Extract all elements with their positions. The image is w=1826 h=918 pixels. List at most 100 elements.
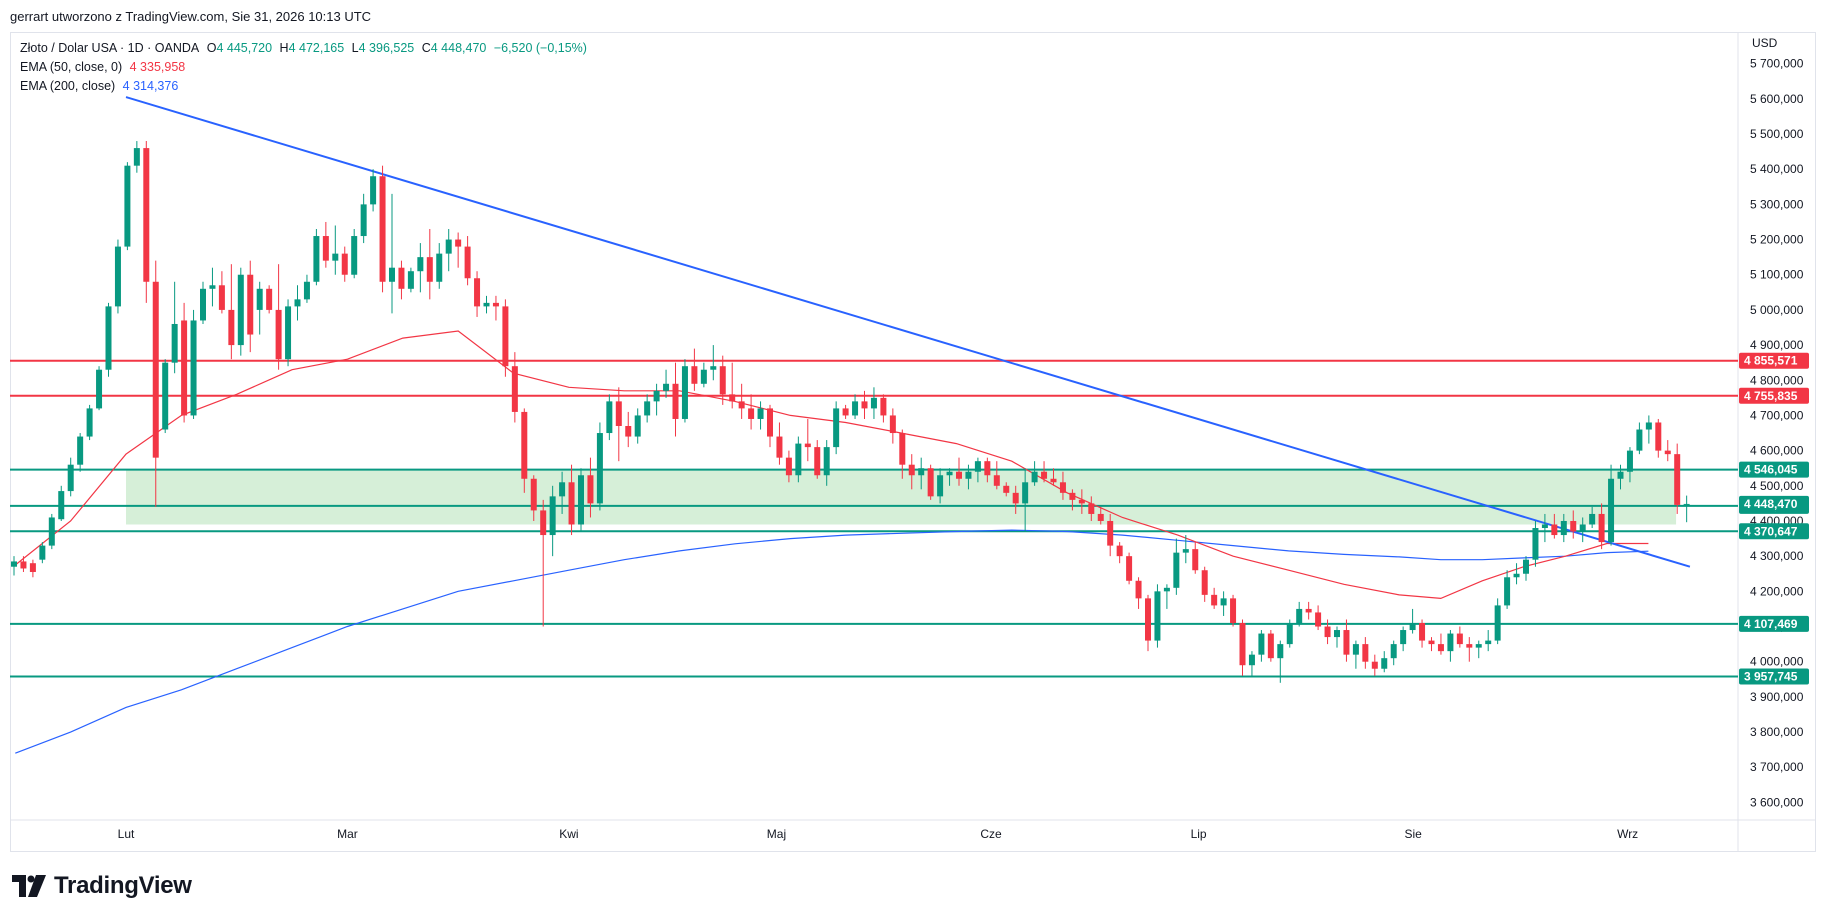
candle-body-17: [171, 323, 178, 363]
trendline: [125, 96, 1691, 568]
candle-body-58: [559, 482, 566, 497]
y-tick-label: 3 900,000: [1750, 690, 1804, 704]
candle-body-121: [1154, 591, 1161, 641]
close-value: 4 448,470: [430, 41, 487, 55]
candle-body-114: [1088, 503, 1095, 514]
candle-body-170: [1617, 471, 1624, 479]
candle-body-107: [1022, 482, 1029, 504]
candle-body-111: [1059, 482, 1066, 493]
candle-body-52: [502, 306, 509, 367]
y-tick-label: 5 600,000: [1750, 92, 1804, 106]
candle-body-40: [389, 267, 395, 282]
level-tag-label: 4 855,571: [1744, 354, 1798, 368]
x-tick-label: Wrz: [1617, 827, 1638, 841]
candle-body-112: [1069, 492, 1076, 500]
candle-body-99: [946, 471, 953, 476]
candle-body-85: [814, 447, 821, 476]
ema200-value: 4 314,376: [122, 79, 179, 93]
candle-body-6: [67, 464, 74, 492]
candle-body-128: [1220, 598, 1227, 606]
chart-attribution: gerrart utworzono z TradingView.com, Sie…: [10, 9, 372, 24]
candle-body-124: [1182, 549, 1189, 553]
candle-body-39: [379, 176, 386, 282]
y-tick-label: 3 600,000: [1750, 795, 1804, 809]
level-tag-label: 4 107,469: [1744, 617, 1798, 631]
candle-body-71: [681, 366, 688, 419]
candle-body-13: [133, 148, 140, 166]
candle-body-1: [20, 561, 27, 569]
candle-body-119: [1135, 580, 1142, 599]
y-tick-label: 4 900,000: [1750, 338, 1804, 352]
last-price-tag-bg: [1739, 495, 1809, 512]
candle-body-84: [804, 443, 811, 448]
candle-body-80: [767, 408, 773, 437]
open-label: O: [206, 41, 217, 55]
candle-body-104: [993, 475, 1000, 486]
candle-body-87: [833, 408, 840, 448]
candle-body-74: [710, 366, 717, 370]
candle-body-93: [889, 415, 896, 434]
candle-body-148: [1409, 623, 1416, 631]
candle-body-77: [738, 401, 745, 409]
candle-body-126: [1201, 570, 1208, 595]
symbol-title: Złoto / Dolar USA · 1D · OANDA: [20, 41, 200, 55]
candle-body-103: [984, 461, 991, 476]
candle-body-160: [1523, 559, 1529, 574]
price-axis[interactable]: USD 3 600,000 3 700,000 3 800,000 3 900,000 4…: [1739, 36, 1809, 809]
candle-body-48: [464, 246, 471, 279]
candle-body-8: [86, 408, 93, 437]
candle-body-155: [1475, 644, 1482, 648]
candle-body-141: [1343, 630, 1350, 655]
y-tick-label: 5 500,000: [1750, 127, 1804, 141]
candle-body-76: [729, 394, 736, 402]
open-value: 4 445,720: [216, 41, 273, 55]
candle-body-86: [823, 447, 830, 476]
chart-frame[interactable]: [10, 32, 1816, 852]
candle-body-95: [908, 464, 915, 476]
candle-body-120: [1145, 598, 1151, 641]
candle-body-168: [1598, 513, 1605, 543]
candle-body-91: [870, 397, 877, 409]
candle-body-102: [974, 461, 981, 472]
high-value: 4 472,165: [288, 41, 345, 55]
x-tick-label: Lut: [118, 827, 135, 841]
candle-body-101: [965, 471, 972, 479]
level-tag-bg: [1739, 615, 1809, 632]
candle-body-90: [861, 401, 868, 409]
candle-body-3: [39, 545, 46, 560]
candle-body-88: [842, 408, 849, 416]
candle-body-139: [1324, 626, 1331, 638]
candle-body-113: [1078, 499, 1085, 504]
level-tag-bg: [1739, 387, 1809, 404]
candle-body-149: [1419, 623, 1426, 641]
candle-body-143: [1362, 644, 1369, 662]
candle-body-98: [937, 475, 944, 497]
candle-body-49: [474, 278, 481, 307]
candle-body-153: [1456, 633, 1463, 645]
candle-body-123: [1173, 552, 1180, 588]
candle-body-137: [1305, 608, 1312, 613]
candle-body-162: [1541, 524, 1548, 529]
candle-body-172: [1636, 429, 1643, 451]
candle-body-70: [672, 383, 679, 419]
legend-ema200-row: EMA (200, close) 4 314,376: [20, 77, 591, 96]
level-tag-bg: [1739, 668, 1809, 685]
candle-body-29: [285, 306, 292, 360]
y-tick-label: 5 000,000: [1750, 303, 1804, 317]
y-tick-label: 4 800,000: [1750, 373, 1804, 387]
candle-body-116: [1107, 520, 1114, 546]
level-tag-label: 4 370,647: [1744, 524, 1798, 538]
y-tick-label: 4 000,000: [1750, 655, 1804, 669]
candle-body-37: [360, 204, 367, 237]
candle-body-157: [1494, 605, 1501, 641]
candle-body-133: [1267, 633, 1274, 659]
level-tag-bg: [1739, 461, 1809, 478]
candle-body-142: [1352, 644, 1359, 655]
time-axis[interactable]: Lut Mar Kwi Maj Cze Lip Sie Wrz: [118, 827, 1639, 841]
candle-body-59: [568, 482, 575, 525]
candle-body-64: [615, 401, 622, 426]
y-tick-label: 5 300,000: [1750, 197, 1804, 211]
candle-body-131: [1248, 654, 1255, 666]
tradingview-brand[interactable]: TradingView: [12, 872, 192, 900]
